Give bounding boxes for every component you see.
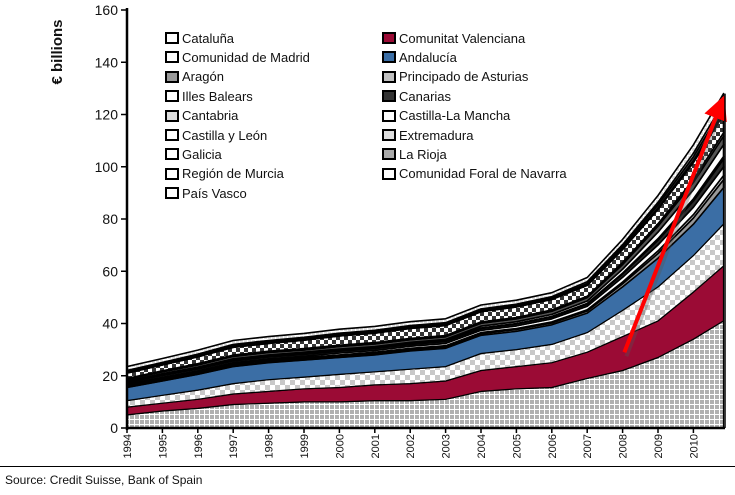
x-tick-label: 2003 bbox=[441, 434, 453, 458]
x-tick-label: 2008 bbox=[618, 434, 630, 458]
legend-item-castilla-la-mancha: Castilla-La Mancha bbox=[382, 108, 510, 124]
legend-label: Canarias bbox=[399, 88, 452, 104]
x-tick-label: 1995 bbox=[157, 434, 169, 458]
legend-item-galicia: Galicia bbox=[165, 146, 222, 162]
legend-label: Cataluña bbox=[182, 30, 235, 46]
x-tick-label: 2010 bbox=[688, 434, 700, 458]
legend-item-andalucia: Andalucía bbox=[382, 49, 457, 65]
legend-label: Aragón bbox=[182, 69, 224, 85]
x-tick-label: 1997 bbox=[228, 434, 240, 458]
y-tick-label: 60 bbox=[102, 263, 118, 279]
x-tick-label: 2000 bbox=[334, 434, 346, 458]
legend-swatch bbox=[165, 51, 179, 64]
x-tick-label: 1994 bbox=[122, 434, 134, 458]
y-axis-label-text: € billions bbox=[49, 19, 66, 85]
y-tick-label: 140 bbox=[95, 54, 119, 70]
legend-label: Extremadura bbox=[399, 127, 474, 143]
legend-label: Castilla-La Mancha bbox=[399, 108, 511, 124]
x-tick-label: 1998 bbox=[264, 434, 276, 458]
y-tick-label: 120 bbox=[95, 107, 119, 123]
legend-label: Comunitat Valenciana bbox=[399, 30, 526, 46]
x-tick-label: 2005 bbox=[511, 434, 523, 458]
legend-swatch bbox=[165, 148, 179, 161]
x-tick-label: 2006 bbox=[547, 434, 559, 458]
legend-swatch bbox=[165, 70, 179, 83]
legend-item-comunidad-de-madrid: Comunidad de Madrid bbox=[165, 49, 310, 65]
legend-item-comunidad-foral-de-navarra: Comunidad Foral de Navarra bbox=[382, 166, 567, 182]
x-tick-label: 2002 bbox=[405, 434, 417, 458]
annotation-layer bbox=[622, 95, 727, 357]
source-divider bbox=[0, 466, 735, 467]
legend-swatch bbox=[165, 109, 179, 122]
legend-swatch bbox=[382, 32, 396, 44]
legend-swatch bbox=[165, 90, 179, 103]
legend-item-extremadura: Extremadura bbox=[382, 127, 473, 143]
legend-item-principado-de-asturias: Principado de Asturias bbox=[382, 69, 528, 85]
legend-label: Cantabria bbox=[182, 108, 239, 124]
y-tick-label: 80 bbox=[102, 211, 118, 227]
legend-item-illes-balears: Illes Balears bbox=[165, 88, 253, 104]
x-tick-label: 2001 bbox=[370, 434, 382, 458]
axes: 0 20 40 60 80 100 120 140 160 1994 1995 1996 1997 199… bbox=[95, 2, 726, 458]
legend-label: Comunidad de Madrid bbox=[182, 49, 310, 65]
legend-item-pais-vasco: País Vasco bbox=[165, 185, 247, 201]
source-note: Source: Credit Suisse, Bank of Spain bbox=[5, 473, 203, 487]
legend-label: Andalucía bbox=[399, 49, 457, 65]
legend-label: Comunidad Foral de Navarra bbox=[399, 166, 567, 182]
legend-label: La Rioja bbox=[399, 146, 447, 162]
legend-label: País Vasco bbox=[182, 185, 247, 201]
legend-swatch bbox=[382, 90, 396, 103]
area-layers bbox=[126, 92, 725, 429]
legend-swatch bbox=[382, 109, 396, 122]
legend-swatch bbox=[165, 187, 179, 200]
legend-label: Illes Balears bbox=[182, 88, 253, 104]
y-tick-label: 40 bbox=[102, 316, 118, 332]
legend-label: Región de Murcia bbox=[182, 166, 284, 182]
x-tick-label: 1996 bbox=[193, 434, 205, 458]
legend-label: Galicia bbox=[182, 146, 222, 162]
legend-swatch bbox=[382, 167, 396, 180]
arrow-shadow bbox=[624, 109, 724, 357]
legend-item-cataluna: Cataluña bbox=[165, 30, 234, 46]
x-tick-label: 2009 bbox=[653, 434, 665, 458]
y-tick-label: 20 bbox=[102, 368, 118, 384]
legend-item-canarias: Canarias bbox=[382, 88, 451, 104]
legend-swatch bbox=[382, 70, 396, 83]
legend-swatch bbox=[382, 148, 396, 161]
legend-swatch bbox=[165, 129, 179, 141]
legend-label: Principado de Asturias bbox=[399, 69, 529, 85]
legend-item-region-de-murcia: Región de Murcia bbox=[165, 166, 284, 182]
y-tick-label: 160 bbox=[95, 2, 119, 18]
y-tick-label: 0 bbox=[110, 420, 118, 436]
legend-item-aragon: Aragón bbox=[165, 69, 224, 85]
x-tick-label: 2007 bbox=[582, 434, 594, 458]
legend-swatch bbox=[382, 129, 396, 141]
legend-item-castilla-y-leon: Castilla y León bbox=[165, 127, 267, 143]
legend-label: Castilla y León bbox=[182, 127, 268, 143]
legend-swatch bbox=[165, 32, 179, 44]
y-tick-label: 100 bbox=[95, 159, 119, 175]
x-tick-label: 1999 bbox=[299, 434, 311, 458]
legend-swatch bbox=[165, 167, 179, 180]
legend-item-cantabria: Cantabria bbox=[165, 108, 238, 124]
legend-item-la-rioja: La Rioja bbox=[382, 146, 447, 162]
x-tick-label: 2004 bbox=[476, 434, 488, 458]
legend-item-comunitat-valenciana: Comunitat Valenciana bbox=[382, 30, 525, 46]
trend-arrow bbox=[622, 95, 727, 353]
legend-swatch bbox=[382, 51, 396, 64]
